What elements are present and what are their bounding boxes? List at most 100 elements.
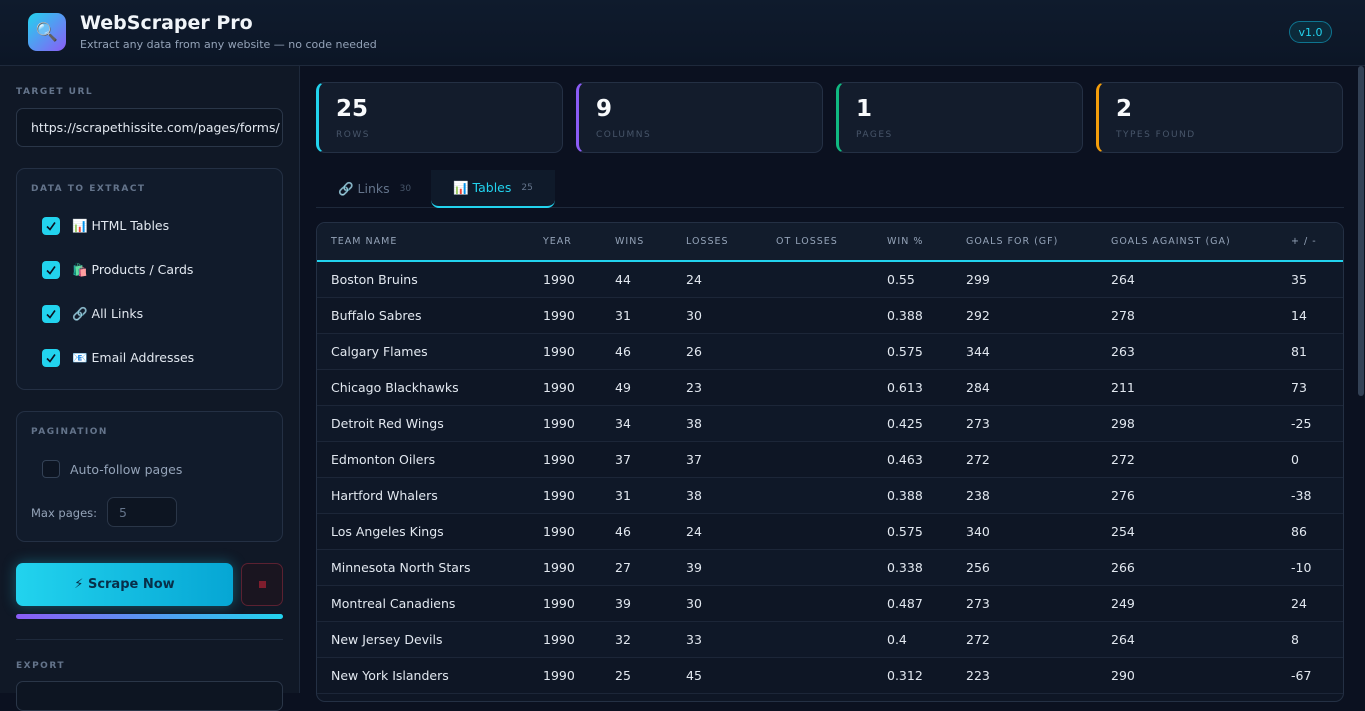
cell: 86: [1277, 513, 1343, 550]
cell: 0.312: [873, 657, 952, 694]
url-input[interactable]: https://scrapethissite.com/pages/forms/: [16, 108, 283, 147]
cell: 39: [672, 549, 762, 586]
cell: 1990: [529, 513, 601, 550]
cell: 24: [672, 261, 762, 298]
cell: 37: [601, 441, 672, 478]
cell: Chicago Blackhawks: [317, 369, 529, 406]
cell: [762, 369, 873, 406]
cell: 1990: [529, 405, 601, 442]
column-header: TEAM NAME: [317, 223, 529, 262]
option[interactable]: 📧 Email Addresses: [42, 349, 194, 367]
cell: [762, 549, 873, 586]
option-label: Auto-follow pages: [70, 462, 183, 477]
option[interactable]: 📊 HTML Tables: [42, 217, 169, 235]
cell: 264: [1097, 621, 1277, 658]
table: TEAM NAME YEAR WINS LOSSES OT LOSSES WIN % GOA…: [317, 223, 1343, 694]
cell: 340: [952, 513, 1097, 550]
cell: 33: [672, 621, 762, 658]
cell: 38: [672, 405, 762, 442]
tab-divider: [316, 207, 1344, 208]
cell: 0.575: [873, 513, 952, 550]
progress-bar: [16, 614, 283, 619]
checkbox[interactable]: [42, 217, 60, 235]
column-header: WINS: [601, 223, 672, 262]
table-row: Edmonton Oilers 1990 37 37 0.463 272 272 0: [317, 441, 1343, 478]
cell: 0: [1277, 441, 1343, 478]
cell: 1990: [529, 477, 601, 514]
cell: 272: [1097, 441, 1277, 478]
cell: -10: [1277, 549, 1343, 586]
option-label: 🛍️ Products / Cards: [72, 262, 194, 277]
cell: 290: [1097, 657, 1277, 694]
cell: 344: [952, 333, 1097, 370]
cell: 256: [952, 549, 1097, 586]
cell: [762, 441, 873, 478]
cell: 1990: [529, 333, 601, 370]
cell: 45: [672, 657, 762, 694]
tab-count: 25: [521, 183, 533, 193]
max-pages-input[interactable]: 5: [107, 497, 177, 527]
cell: 81: [1277, 333, 1343, 370]
cell: [762, 333, 873, 370]
section-label: PAGINATION: [31, 427, 108, 437]
checkbox[interactable]: [42, 305, 60, 323]
cell: 0.388: [873, 297, 952, 334]
checkbox[interactable]: [42, 261, 60, 279]
cell: -67: [1277, 657, 1343, 694]
cell: 263: [1097, 333, 1277, 370]
cell: Hartford Whalers: [317, 477, 529, 514]
cell: [762, 261, 873, 298]
header-row: TEAM NAME YEAR WINS LOSSES OT LOSSES WIN % GOA…: [317, 223, 1343, 262]
cell: 272: [952, 621, 1097, 658]
scrape-button[interactable]: ⚡ Scrape Now: [16, 563, 233, 606]
section-label: TARGET URL: [16, 87, 94, 97]
cell: 73: [1277, 369, 1343, 406]
cell: 25: [601, 657, 672, 694]
tab[interactable]: 🔗 Links 30: [316, 170, 433, 208]
cell: New York Islanders: [317, 657, 529, 694]
option-label: 📧 Email Addresses: [72, 350, 195, 365]
cell: 1990: [529, 585, 601, 622]
cell: 284: [952, 369, 1097, 406]
cell: [762, 585, 873, 622]
cell: 292: [952, 297, 1097, 334]
cell: [762, 513, 873, 550]
tab-count: 30: [399, 184, 412, 194]
column-header: GOALS AGAINST (GA): [1097, 223, 1277, 262]
table-row: Los Angeles Kings 1990 46 24 0.575 340 254 86: [317, 513, 1343, 550]
cell: 276: [1097, 477, 1277, 514]
field-label: Max pages:: [31, 506, 98, 520]
stat-card: 9 COLUMNS: [576, 82, 823, 153]
cell: 0.338: [873, 549, 952, 586]
cell: 1990: [529, 549, 601, 586]
option-label: 🔗 All Links: [72, 306, 144, 321]
cell: 0.575: [873, 333, 952, 370]
tab[interactable]: 📊 Tables 25: [431, 170, 555, 208]
cell: Minnesota North Stars: [317, 549, 529, 586]
cell: 0.425: [873, 405, 952, 442]
checkbox[interactable]: [42, 349, 60, 367]
cell: [762, 621, 873, 658]
cell: [762, 477, 873, 514]
stat-label: TYPES FOUND: [1116, 130, 1196, 140]
cell: 44: [601, 261, 672, 298]
cell: 30: [672, 585, 762, 622]
cell: 223: [952, 657, 1097, 694]
stat-label: ROWS: [336, 130, 370, 140]
cell: 14: [1277, 297, 1343, 334]
app-title: WebScraper Pro: [80, 12, 253, 34]
table-row: Buffalo Sabres 1990 31 30 0.388 292 278 14: [317, 297, 1343, 334]
stat-label: PAGES: [856, 130, 893, 140]
table-row: Chicago Blackhawks 1990 49 23 0.613 284 211 73: [317, 369, 1343, 406]
cell: [762, 405, 873, 442]
export-select[interactable]: [16, 681, 283, 711]
cell: 24: [1277, 585, 1343, 622]
tab-label: 🔗 Links: [338, 181, 390, 196]
cell: 34: [601, 405, 672, 442]
stop-button[interactable]: [241, 563, 283, 606]
option-label: 📊 HTML Tables: [72, 218, 170, 233]
option[interactable]: 🔗 All Links: [42, 305, 143, 323]
option[interactable]: 🛍️ Products / Cards: [42, 261, 193, 279]
checkbox[interactable]: [42, 460, 60, 478]
